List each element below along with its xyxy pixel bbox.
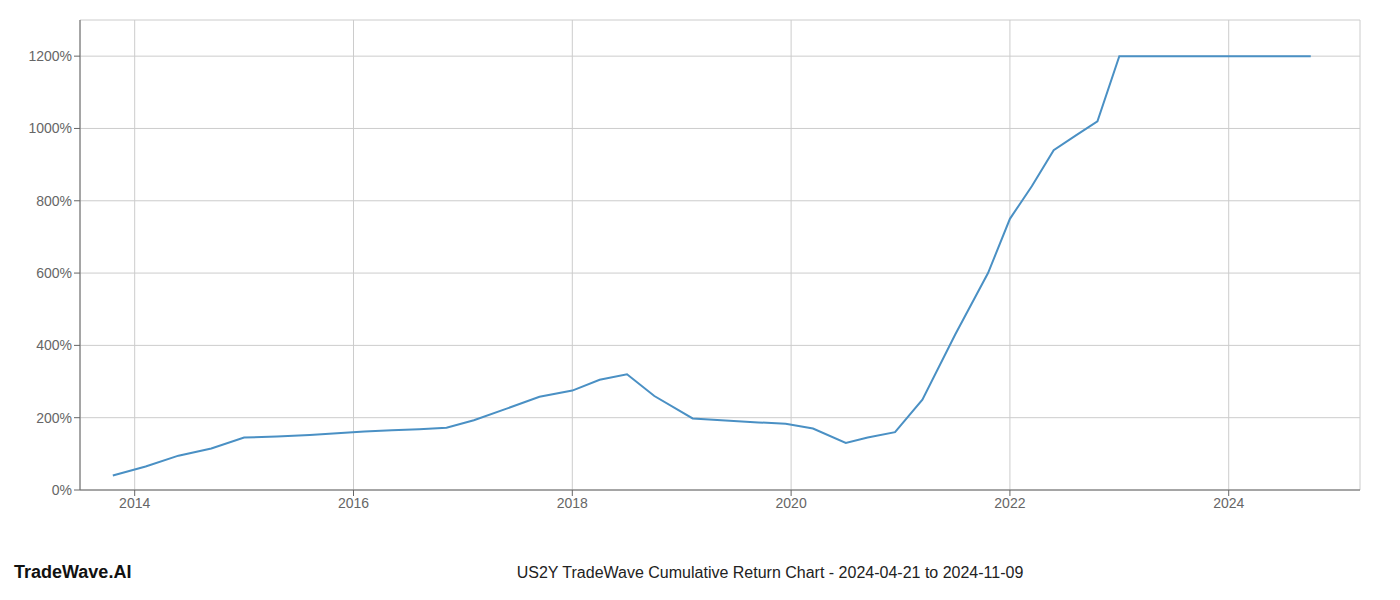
svg-text:0%: 0%: [52, 482, 72, 498]
svg-text:2018: 2018: [557, 495, 588, 511]
svg-text:2024: 2024: [1213, 495, 1244, 511]
svg-text:1000%: 1000%: [28, 120, 72, 136]
html-text:TradeWave.AI: TradeWave.AI: [14, 562, 132, 582]
svg-text:200%: 200%: [36, 410, 72, 426]
svg-text:2020: 2020: [776, 495, 807, 511]
svg-text:800%: 800%: [36, 193, 72, 209]
svg-text:1200%: 1200%: [28, 48, 72, 64]
svg-text:400%: 400%: [36, 337, 72, 353]
svg-text:2022: 2022: [994, 495, 1025, 511]
svg-text:600%: 600%: [36, 265, 72, 281]
html-text:US2Y TradeWave Cumulative Retu: US2Y TradeWave Cumulative Return Chart -…: [516, 564, 1024, 581]
svg-text:2016: 2016: [338, 495, 369, 511]
svg-text:2014: 2014: [119, 495, 150, 511]
